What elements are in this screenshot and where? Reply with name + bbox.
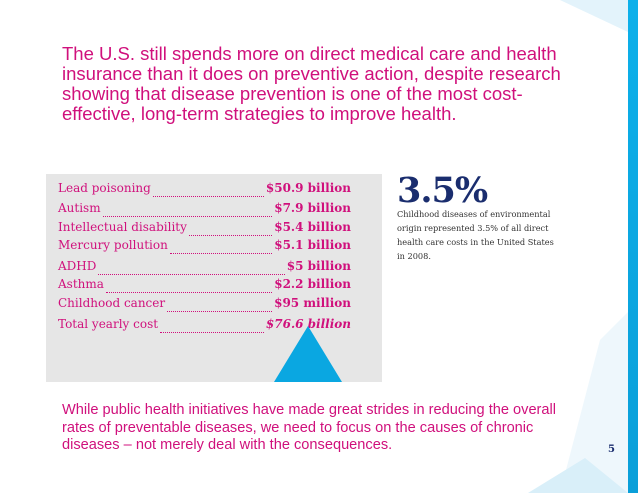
cost-label: Autism bbox=[58, 201, 101, 215]
cost-row: Intellectual disability $5.4 billion bbox=[58, 220, 351, 240]
page-number: 5 bbox=[608, 444, 615, 455]
cost-label: Childhood cancer bbox=[58, 296, 166, 310]
right-accent-bar bbox=[628, 0, 638, 493]
top-corner-shape bbox=[560, 0, 628, 32]
cost-row: Childhood cancer $95 million bbox=[58, 296, 351, 316]
cost-value: $5.1 billion bbox=[274, 238, 351, 252]
cost-label: Total yearly cost bbox=[58, 317, 159, 331]
cost-row: Autism $7.9 billion bbox=[58, 201, 351, 221]
cost-value: $7.9 billion bbox=[274, 201, 351, 215]
triangle-pointer-icon bbox=[274, 326, 342, 382]
headline: The U.S. still spends more on direct med… bbox=[62, 43, 561, 124]
dot-leader bbox=[105, 292, 273, 293]
cost-row: ADHD $5 billion bbox=[58, 259, 351, 279]
dot-leader bbox=[160, 332, 264, 333]
closing-text: While public health initiatives have mad… bbox=[62, 402, 557, 453]
total-cost-value: $76.6 billion bbox=[265, 317, 351, 331]
cost-value: $95 million bbox=[274, 296, 351, 310]
dot-leader bbox=[152, 196, 264, 197]
cost-value: $5 billion bbox=[286, 259, 351, 273]
bottom-corner-shape-2 bbox=[528, 458, 628, 493]
stat-note: Childhood diseases of environmental orig… bbox=[397, 209, 554, 261]
dot-leader bbox=[98, 274, 285, 275]
total-cost-row: Total yearly cost $76.6 billion bbox=[58, 317, 351, 337]
cost-label: Lead poisoning bbox=[58, 181, 151, 195]
cost-value: $5.4 billion bbox=[274, 220, 351, 234]
cost-value: $50.9 billion bbox=[265, 181, 351, 195]
dot-leader bbox=[102, 216, 273, 217]
cost-label: ADHD bbox=[58, 259, 97, 273]
cost-row: Mercury pollution $5.1 billion bbox=[58, 238, 351, 258]
dot-leader bbox=[169, 253, 273, 254]
stat-percent: 3.5% bbox=[397, 170, 488, 211]
cost-panel: Lead poisoning $50.9 billion Autism $7.9… bbox=[46, 174, 382, 382]
cost-label: Asthma bbox=[58, 277, 104, 291]
dot-leader bbox=[188, 235, 273, 236]
dot-leader bbox=[167, 311, 273, 312]
cost-value: $2.2 billion bbox=[274, 277, 351, 291]
cost-row: Asthma $2.2 billion bbox=[58, 277, 351, 297]
cost-label: Mercury pollution bbox=[58, 238, 168, 252]
cost-row: Lead poisoning $50.9 billion bbox=[58, 181, 351, 201]
cost-label: Intellectual disability bbox=[58, 220, 187, 234]
